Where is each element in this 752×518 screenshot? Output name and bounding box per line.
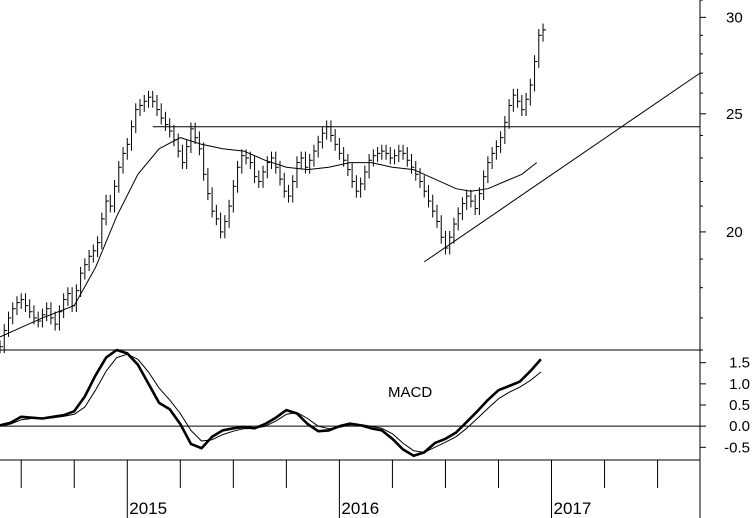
macd-tick-label: 1.5	[729, 355, 750, 372]
macd-tick-label: 1.0	[729, 376, 750, 393]
macd-tick-label: -0.5	[724, 439, 750, 456]
year-label: 2015	[129, 499, 167, 518]
price-tick-label: 30	[726, 9, 743, 26]
macd-annotation: MACD	[388, 384, 432, 401]
trendline-support	[423, 72, 701, 263]
macd-series-signal	[0, 353, 542, 453]
x-axis: 2015 2016 2017	[0, 459, 700, 518]
moving-average-line	[0, 137, 538, 338]
macd-panel: -0.5 0.0 0.5 1.0 1.5	[0, 348, 750, 458]
price-tick-label: 25	[726, 106, 743, 123]
macd-series-macd	[0, 348, 542, 458]
macd-tick-label: 0.0	[729, 418, 750, 435]
year-label: 2017	[554, 499, 592, 518]
price-tick-label: 20	[726, 224, 743, 241]
year-label: 2016	[341, 499, 379, 518]
macd-tick-label: 0.5	[729, 397, 750, 414]
